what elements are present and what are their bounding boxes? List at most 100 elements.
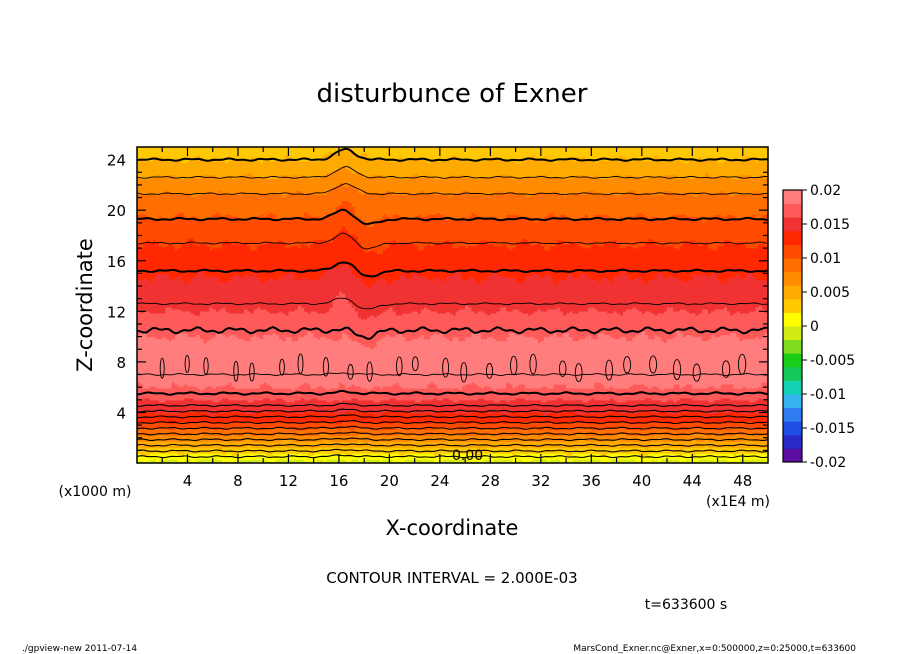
field-cell	[581, 216, 589, 219]
field-cell	[137, 291, 340, 294]
field-cell	[137, 358, 768, 361]
field-cell	[215, 275, 233, 278]
field-cell	[345, 411, 375, 415]
field-cell	[436, 384, 466, 387]
field-cell	[143, 243, 160, 247]
field-cell	[657, 273, 665, 276]
field-cell	[386, 176, 390, 180]
field-cell	[433, 397, 438, 401]
contour-line	[137, 402, 768, 408]
field-cell	[357, 237, 523, 241]
field-cell	[490, 385, 507, 389]
field-cell	[193, 239, 226, 243]
field-cell	[301, 245, 308, 249]
colorbar-tick-label: -0.015	[810, 421, 855, 437]
field-cell	[603, 158, 611, 162]
field-cell	[613, 439, 621, 442]
field-cell	[632, 384, 646, 387]
field-cell	[181, 245, 211, 249]
field-cell	[572, 273, 580, 276]
field-cell	[244, 273, 249, 276]
field-cell	[275, 332, 308, 336]
field-cell	[332, 338, 340, 342]
field-cell	[581, 218, 615, 221]
field-cell	[704, 273, 712, 276]
field-cell	[269, 212, 274, 215]
field-cell	[730, 194, 734, 197]
field-cell	[247, 241, 267, 245]
contour-cell	[279, 358, 285, 376]
field-cell	[622, 154, 656, 158]
field-cell	[329, 433, 359, 436]
field-cell	[540, 340, 665, 344]
colorbar-swatch	[783, 407, 802, 422]
field-cell	[657, 385, 674, 389]
field-cell	[272, 385, 299, 389]
field-cell	[323, 439, 331, 442]
field-cell	[237, 459, 267, 462]
field-cell	[165, 433, 192, 436]
field-cell	[619, 216, 624, 219]
field-cell	[263, 411, 271, 415]
field-cell	[338, 148, 353, 152]
field-cell	[379, 459, 384, 462]
field-cell	[708, 338, 741, 342]
field-cell	[585, 214, 589, 217]
field-cell	[137, 457, 768, 460]
field-cell	[660, 387, 665, 391]
field-cell	[531, 176, 536, 180]
field-cell	[379, 312, 397, 316]
field-cell	[219, 279, 230, 282]
field-cell	[348, 168, 768, 172]
field-cell	[496, 387, 662, 391]
field-cell	[326, 192, 362, 196]
field-cell	[285, 245, 293, 249]
field-cell	[534, 243, 542, 247]
field-cell	[137, 222, 368, 225]
field-cell	[155, 239, 189, 243]
field-cell	[714, 399, 750, 403]
field-cell	[572, 433, 577, 436]
field-cell	[638, 308, 668, 312]
field-cell	[420, 156, 454, 160]
field-cell	[673, 275, 693, 278]
field-cell	[588, 190, 596, 194]
field-cell	[471, 308, 501, 312]
field-cell	[420, 214, 428, 217]
field-cell	[648, 239, 656, 243]
field-cell	[660, 336, 674, 340]
field-cell	[657, 459, 662, 462]
field-cell	[200, 154, 286, 158]
field-cell	[736, 216, 750, 219]
field-cell	[256, 247, 365, 251]
field-cell	[137, 352, 768, 355]
field-cell	[282, 397, 302, 401]
field-cell	[723, 306, 728, 310]
field-cell	[137, 162, 768, 166]
field-cell	[137, 160, 182, 164]
field-cell	[137, 249, 365, 253]
field-cell	[193, 158, 204, 162]
field-cell	[342, 332, 346, 336]
field-cell	[720, 279, 728, 282]
field-cell	[370, 174, 384, 178]
field-cell	[231, 156, 236, 160]
field-cell	[348, 184, 353, 188]
field-cell	[597, 160, 684, 164]
field-cell	[673, 216, 700, 219]
field-cell	[708, 245, 719, 249]
field-cell	[253, 273, 258, 276]
field-cell	[559, 421, 592, 425]
field-cell	[231, 453, 239, 456]
field-cell	[209, 190, 220, 194]
field-cell	[149, 459, 157, 462]
field-cell	[663, 273, 693, 276]
field-cell	[297, 305, 302, 308]
field-cell	[496, 273, 532, 276]
field-cell	[137, 283, 365, 286]
field-cell	[234, 385, 261, 389]
field-cell	[708, 243, 725, 247]
field-cell	[244, 275, 258, 278]
field-cell	[383, 459, 394, 462]
field-cell	[730, 397, 760, 401]
